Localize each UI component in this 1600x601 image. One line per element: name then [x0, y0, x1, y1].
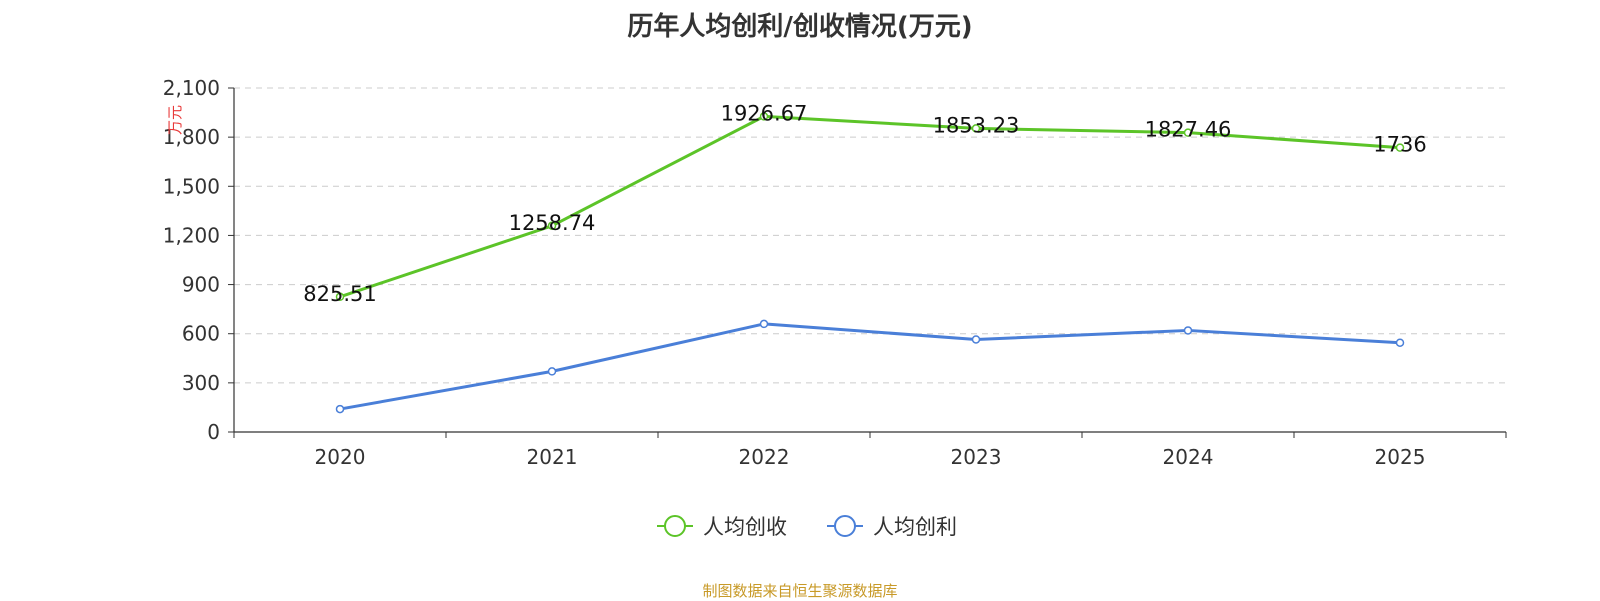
x-tick-label: 2020: [315, 445, 366, 469]
data-label: 825.51: [303, 282, 376, 306]
data-point: [1395, 338, 1405, 347]
data-label: 1853.23: [933, 113, 1020, 137]
data-point: [971, 124, 981, 133]
x-tick-label: 2022: [739, 445, 790, 469]
x-tick-label: 2025: [1375, 445, 1426, 469]
data-point: [971, 335, 981, 344]
data-label: 1827.46: [1145, 118, 1232, 142]
grid-lines: [234, 87, 1506, 384]
data-point: [1183, 326, 1193, 335]
data-point: [759, 112, 769, 121]
x-tick-label: 2023: [951, 445, 1002, 469]
data-labels: 825.51 1258.74 1926.67 1853.23 1827.46 1736: [303, 101, 1426, 305]
series-line: [339, 322, 1401, 411]
data-point: [335, 404, 345, 414]
chart-title: 历年人均创利/创收情况(万元): [627, 12, 973, 42]
source-note: 制图数据来自恒生聚源数据库: [702, 582, 898, 600]
axes: 0 300 600 900 1,200 1,500 1,800 2,100 万元 2020 2021…: [163, 76, 1507, 469]
y-tick-label: 2,100: [163, 76, 220, 100]
x-tick-label: 2024: [1163, 445, 1214, 469]
data-point: [1183, 128, 1193, 137]
series: [335, 112, 1405, 414]
legend-marker: [664, 515, 686, 537]
y-tick-label: 600: [182, 322, 220, 346]
data-point: [335, 292, 345, 302]
y-tick-label: 1,800: [163, 125, 220, 149]
y-axis-unit-label: 万元: [166, 105, 184, 135]
legend-label: 人均创利: [873, 515, 957, 539]
legend-marker: [834, 515, 856, 537]
y-tick-label: 300: [182, 371, 220, 395]
legend-label: 人均创收: [703, 515, 787, 539]
data-point: [1395, 143, 1405, 152]
data-label: 1926.67: [721, 101, 808, 125]
y-tick-label: 1,200: [163, 223, 220, 247]
data-label: 1736: [1373, 133, 1426, 157]
series-line: [339, 114, 1401, 299]
y-tick-label: 900: [182, 273, 220, 297]
y-tick-label: 0: [207, 420, 220, 444]
data-label: 1258.74: [509, 211, 596, 235]
legend: 人均创收 人均创利: [657, 515, 957, 539]
x-tick-label: 2021: [527, 445, 578, 469]
y-tick-label: 1,500: [163, 174, 220, 198]
data-point: [547, 221, 557, 231]
data-point: [759, 319, 769, 329]
legend-item: 人均创利: [827, 515, 957, 539]
legend-item: 人均创收: [657, 515, 787, 539]
data-point: [547, 367, 557, 376]
